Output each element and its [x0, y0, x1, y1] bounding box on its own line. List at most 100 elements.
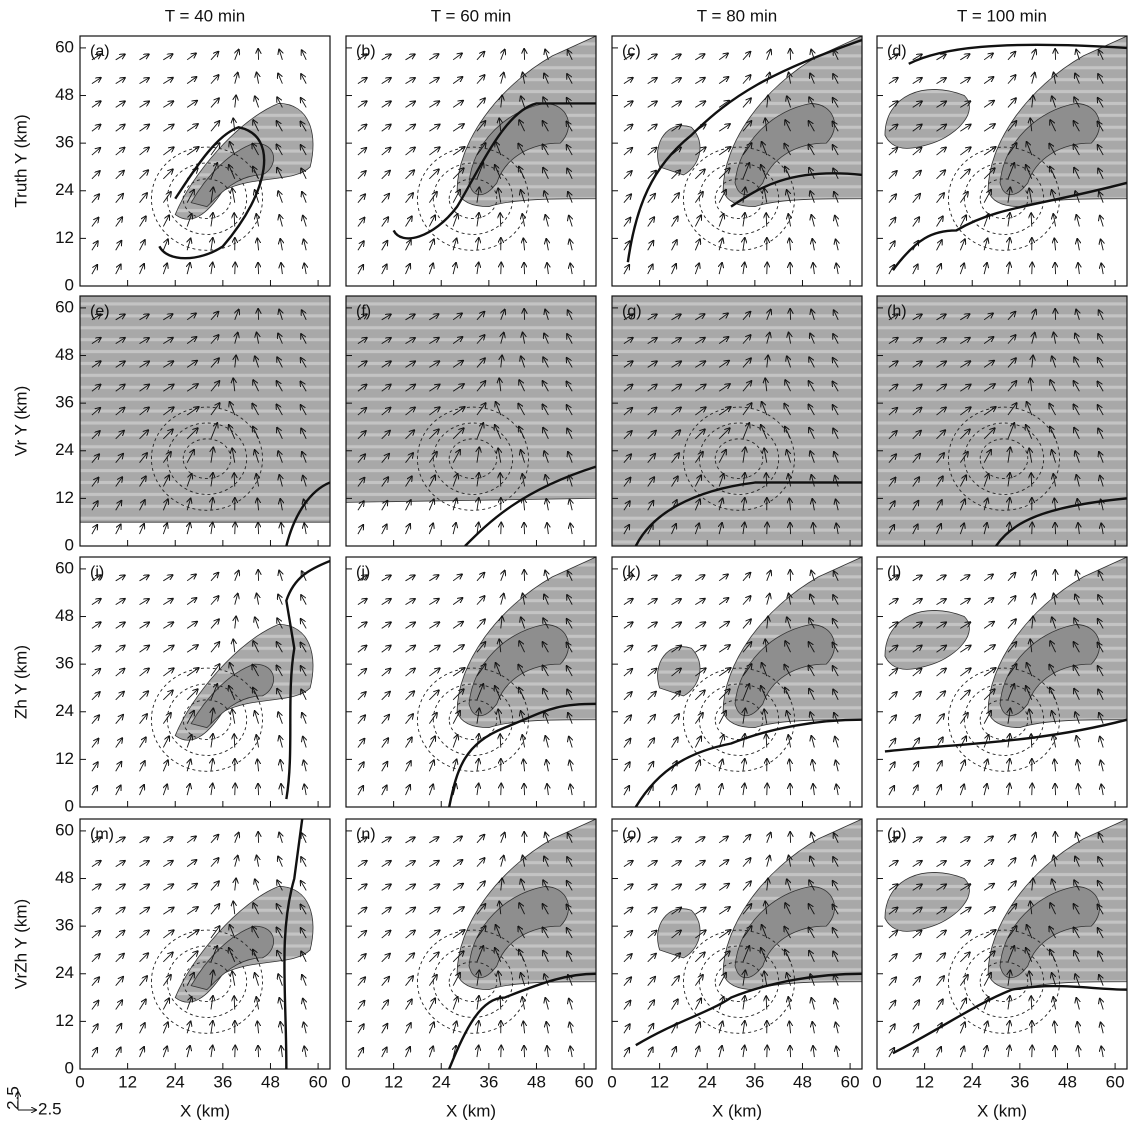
wind-vector: [672, 976, 680, 986]
wind-vector: [116, 148, 125, 155]
wind-vector: [984, 574, 993, 580]
wind-vector: [960, 575, 969, 581]
wind-vector: [429, 784, 433, 795]
wind-vector: [163, 930, 173, 938]
wind-vector: [624, 669, 632, 676]
wind-vector: [382, 622, 391, 628]
wind-vector: [429, 760, 434, 771]
wind-vector: [429, 952, 438, 961]
wind-vector: [569, 216, 572, 227]
y-tick-label: 60: [55, 37, 74, 56]
wind-vector: [648, 837, 657, 842]
wind-vector: [672, 737, 678, 747]
wind-vector: [92, 525, 97, 534]
wind-vector: [889, 148, 897, 155]
wind-vector: [358, 954, 366, 962]
wind-vector: [937, 785, 941, 795]
wind-vector: [358, 715, 365, 723]
shaded-contour: [658, 647, 700, 696]
column-title: T = 80 min: [697, 6, 777, 25]
wind-vector: [211, 784, 213, 795]
wind-vector: [382, 692, 390, 700]
wind-vector: [358, 1048, 363, 1057]
wind-vector: [163, 668, 173, 676]
x-tick-label: 48: [1058, 1072, 1077, 1091]
wind-vector: [92, 977, 99, 985]
panel-label: (d): [887, 43, 907, 60]
wind-vector: [255, 617, 259, 628]
wind-vector: [211, 121, 219, 131]
wind-vector: [187, 77, 196, 84]
wind-vector: [648, 599, 657, 605]
wind-vector: [719, 1022, 722, 1034]
wind-vector: [788, 735, 790, 747]
wind-vector: [1077, 760, 1079, 771]
wind-vector: [116, 78, 125, 84]
wind-vector: [984, 784, 987, 795]
panel: (k): [612, 557, 862, 807]
wind-vector: [163, 263, 167, 274]
wind-vector: [302, 192, 306, 203]
wind-vector: [913, 599, 922, 605]
wind-vector: [279, 215, 282, 226]
wind-vector: [140, 953, 149, 962]
wind-vector: [258, 1046, 259, 1057]
wind-vector: [719, 574, 728, 580]
wind-vector: [382, 908, 391, 915]
y-tick-label: 12: [55, 488, 74, 507]
wind-vector: [301, 74, 306, 83]
wind-vector: [429, 930, 439, 938]
wind-vector: [743, 263, 745, 274]
wind-vector: [406, 147, 415, 155]
wind-vector: [937, 170, 946, 179]
wind-vector: [889, 194, 896, 202]
x-tick-label: 36: [479, 1072, 498, 1091]
wind-vector: [163, 646, 173, 653]
y-tick-label: 12: [55, 749, 74, 768]
wind-vector: [187, 930, 198, 938]
wind-vector: [913, 954, 921, 962]
wind-vector: [382, 194, 389, 203]
wind-vector: [303, 216, 306, 227]
wind-vector: [695, 54, 704, 60]
wind-vector: [235, 96, 236, 108]
wind-vector: [984, 836, 993, 842]
wind-vector: [695, 575, 704, 581]
wind-vector: [624, 125, 633, 132]
y-axis-label: Truth Y (km): [11, 114, 30, 207]
shaded-contour: [885, 872, 970, 931]
x-tick-label: 12: [118, 1072, 137, 1091]
x-tick-label: 24: [963, 1072, 982, 1091]
wind-vector: [406, 930, 415, 938]
wind-vector: [937, 953, 946, 962]
wind-vector: [163, 998, 169, 1009]
wind-vector: [889, 715, 896, 723]
wind-vector: [570, 1046, 572, 1057]
wind-vector: [187, 884, 197, 891]
wind-vector: [453, 190, 460, 203]
wind-vector: [406, 908, 416, 915]
wind-vector: [187, 645, 198, 652]
wind-vector: [358, 669, 366, 676]
shaded-contour: [612, 296, 862, 546]
wind-vector: [624, 931, 632, 938]
wind-vector: [545, 50, 548, 60]
wind-vector: [235, 594, 238, 605]
wind-vector: [453, 101, 463, 108]
wind-vector: [672, 575, 681, 580]
wind-vector: [937, 264, 941, 274]
wind-vector: [382, 977, 389, 986]
wind-vector: [406, 575, 415, 580]
wind-vector: [501, 571, 505, 581]
wind-vector: [163, 908, 173, 915]
wind-vector: [382, 217, 388, 226]
wind-vector: [624, 1048, 629, 1057]
wind-vector: [984, 930, 995, 938]
wind-vector: [545, 998, 548, 1009]
wind-vector: [382, 54, 391, 59]
wind-vector: [672, 101, 682, 107]
wind-vector: [358, 977, 365, 985]
y-tick-label: 12: [55, 1011, 74, 1030]
